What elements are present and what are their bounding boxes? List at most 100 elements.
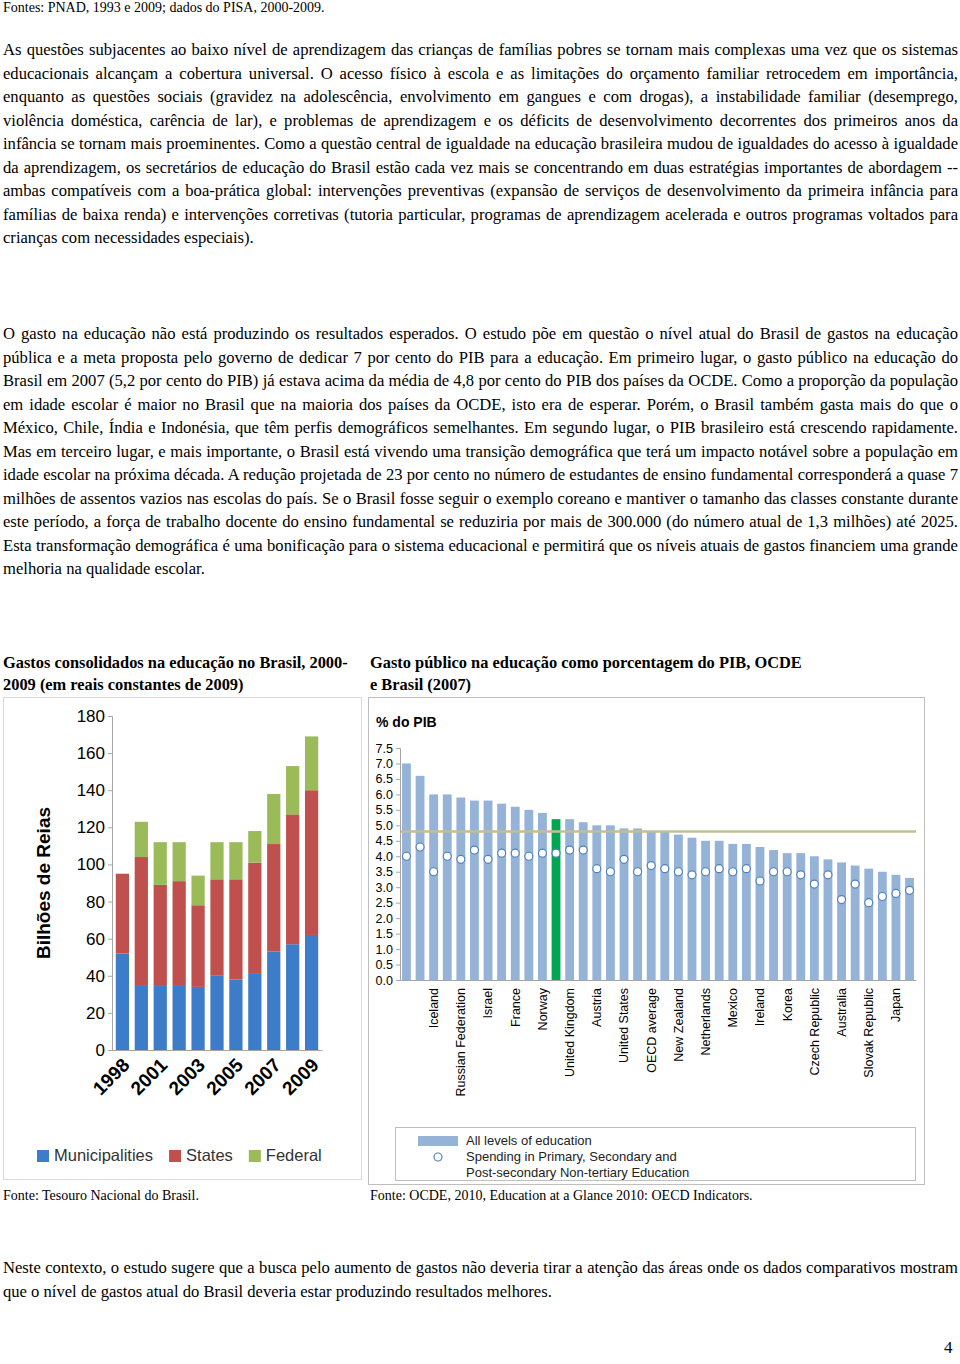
legend-swatch [249,1150,261,1162]
bar [416,776,425,980]
x-tick-label: New Zealand [672,988,686,1062]
x-tick: Slovak Republic [862,980,876,1078]
y-axis-title: Bilhões de Reias [33,807,54,959]
marker-circle [484,855,492,863]
x-tick: Ireland [753,980,767,1026]
bar [135,985,148,1050]
y-tick-mark [396,903,400,904]
bar [470,801,479,980]
x-tick: 2001 [127,1050,172,1099]
bar [267,952,280,1050]
bar [248,831,261,863]
marker-circle [674,868,682,876]
y-tick-mark [108,753,112,754]
y-tick-mark [396,980,400,981]
source: Fonte: Tesouro Nacional do Brasil. [3,1188,199,1204]
bar [267,844,280,952]
bar [135,857,148,985]
bar [173,985,186,1050]
bar [769,850,778,980]
x-tick: Iceland [427,980,441,1028]
bar [210,879,223,975]
bar [892,875,901,980]
y-tick-label: 5.0 [376,819,393,833]
marker-circle [634,868,642,876]
bar [116,954,129,1050]
marker-circle [838,896,846,904]
y-tick-mark [108,1050,112,1051]
marker-circle [606,868,614,876]
x-tick-label: Japan [889,988,903,1022]
y-tick-label: 100 [77,855,105,874]
legend: All levels of educationSpending in Prima… [396,1128,916,1181]
bar [229,979,242,1050]
x-tick-label: Australia [835,988,849,1037]
y-tick-mark [108,902,112,903]
x-axis: IcelandRussian FederationIsraelFranceNor… [401,980,917,1096]
plot-area [400,763,916,980]
y-tick-label: 1.0 [376,943,393,957]
y-axis: 020406080100120140160180 [77,707,113,1060]
y-tick-label: 80 [86,892,105,911]
legend-swatch [434,1153,442,1161]
y-tick-mark [396,779,400,780]
x-tick-label: Slovak Republic [862,988,876,1078]
y-tick-label: 160 [77,744,105,763]
bar [851,866,860,980]
source: Fonte: OCDE, 2010, Education at a Glance… [370,1188,753,1204]
y-tick: 1.0 [376,943,400,957]
y-tick: 60 [86,930,112,949]
x-tick-label: Czech Republic [808,988,822,1076]
bar [116,874,129,954]
x-tick: Korea [781,980,795,1021]
y-tick-mark [396,887,400,888]
chart-title: Gastos consolidados na educação no Brasi… [3,652,348,696]
x-axis-line [113,1050,323,1051]
y-tick: 6.5 [376,772,400,786]
y-tick: 140 [77,781,112,800]
marker-circle [416,843,424,851]
bar [633,828,642,980]
y-tick-label: 2.5 [376,896,393,910]
marker-circle [770,868,778,876]
bar [497,804,506,980]
legend-label: Federal [266,1146,322,1164]
bar [286,944,299,1050]
bar [286,814,299,944]
marker-circle [906,886,914,894]
y-tick-mark [396,949,400,950]
x-tick-label: 2001 [127,1054,172,1099]
x-tick: United Kingdom [563,980,577,1077]
marker-circle [688,871,696,879]
y-tick-mark [396,872,400,873]
x-tick-label: 2007 [240,1054,285,1099]
legend-swatch [37,1150,49,1162]
y-tick-mark [396,810,400,811]
x-tick-label: 1998 [89,1054,134,1099]
y-tick-label: 60 [86,930,105,949]
y-tick: 180 [77,707,112,726]
bar [674,835,683,980]
bar [191,987,204,1050]
marker-circle [865,899,873,907]
y-tick-label: 6.0 [376,788,393,802]
y-tick-mark [396,965,400,966]
bar [154,842,167,885]
bar [701,841,710,980]
bar [173,881,186,985]
bar [210,976,223,1050]
marker-circle [661,865,669,873]
x-tick: OECD average [645,980,659,1073]
y-tick-mark [108,976,112,977]
x-tick: Australia [835,980,849,1037]
x-tick: New Zealand [672,980,686,1062]
x-tick-label: 2009 [278,1054,323,1099]
bar [135,822,148,857]
x-tick-label: Ireland [753,988,767,1026]
y-tick: 4.5 [376,834,400,848]
y-tick-mark [396,918,400,919]
paragraph: As questões subjacentes ao baixo nível d… [3,38,958,250]
bar [402,763,411,980]
source-line: Fontes: PNAD, 1993 e 2009; dados do PISA… [3,0,325,16]
bar [728,844,737,980]
